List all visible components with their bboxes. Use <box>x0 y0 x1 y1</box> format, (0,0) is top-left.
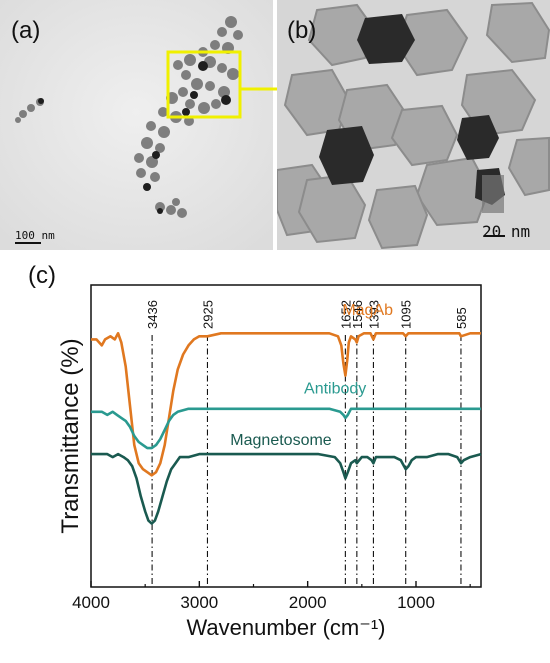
series-label-antibody: Antibody <box>304 381 366 398</box>
reference-label-3436: 3436 <box>145 300 160 329</box>
tem-image-low-mag <box>0 0 273 250</box>
reference-label-2925: 2925 <box>200 300 215 329</box>
reference-label-1546: 1546 <box>350 300 365 329</box>
panel-c-label: (c) <box>28 262 56 289</box>
x-axis-label: Wavenumber (cm⁻¹) <box>186 615 385 640</box>
panel-a-label: (a) <box>11 17 41 44</box>
reference-label-585: 585 <box>454 307 469 329</box>
x-tick-label-3000: 3000 <box>180 593 218 612</box>
x-tick-label-4000: 4000 <box>72 593 110 612</box>
x-tick-label-2000: 2000 <box>289 593 327 612</box>
highlight-box <box>166 50 242 119</box>
plot-frame <box>90 284 482 588</box>
x-tick-label-1000: 1000 <box>397 593 435 612</box>
tem-image-high-mag <box>277 0 550 250</box>
y-axis-label: Transmittance (%) <box>57 338 84 533</box>
series-line-magnetosome <box>91 452 482 525</box>
scale-bar-20nm: 20 nm <box>482 222 531 241</box>
tem-image-low-mag-graphic <box>0 0 273 250</box>
panel-b-label: (b) <box>287 17 317 44</box>
tem-image-high-mag-graphic <box>277 0 550 250</box>
reference-label-1652: 1652 <box>338 300 353 329</box>
reference-label-1393: 1393 <box>366 300 381 329</box>
scale-bar-100nm: 100 nm <box>15 229 55 242</box>
reference-label-1095: 1095 <box>399 300 414 329</box>
series-label-magab: MagAb <box>342 302 393 319</box>
series-label-magnetosome: Magnetosome <box>230 432 331 449</box>
series-line-antibody <box>91 407 481 450</box>
